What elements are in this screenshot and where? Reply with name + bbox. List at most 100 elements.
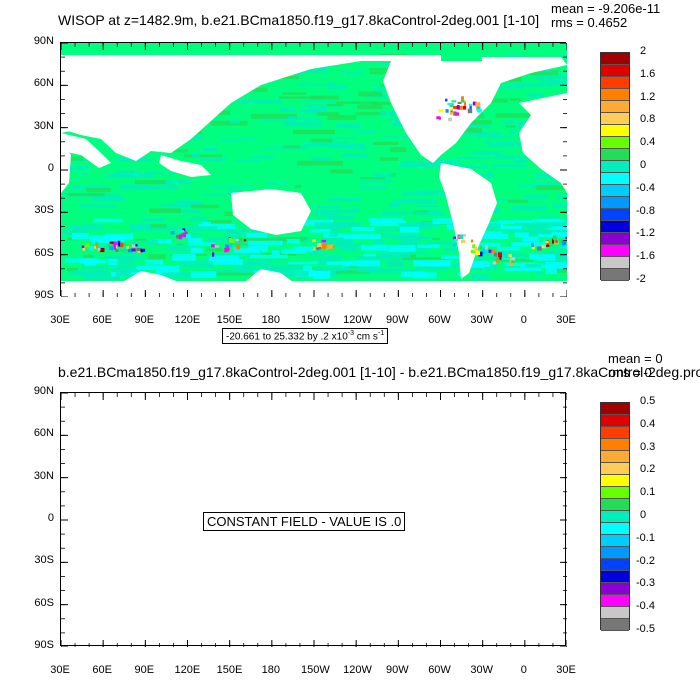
ocean-speckle <box>456 164 488 169</box>
ocean-speckle <box>259 262 271 266</box>
lat-tick-label: 90S <box>34 639 54 651</box>
lat-tick-label: 30N <box>33 469 54 482</box>
ocean-speckle <box>340 222 353 228</box>
ocean-speckle <box>510 242 548 247</box>
ocean-speckle <box>293 68 328 73</box>
lon-tick-label: 0 <box>520 314 527 326</box>
anomaly-cell <box>467 108 473 114</box>
ocean-speckle <box>130 224 151 231</box>
anomaly-cell <box>215 245 220 251</box>
anomaly-cell <box>128 248 133 253</box>
ocean-speckle <box>327 85 347 90</box>
colorbar-swatch <box>601 451 629 463</box>
ocean-speckle <box>392 198 426 203</box>
ocean-speckle <box>417 205 441 208</box>
anomaly-cell <box>462 105 467 110</box>
ocean-speckle <box>536 254 556 261</box>
range-exp: -3 <box>347 330 354 337</box>
ocean-speckle <box>247 258 289 263</box>
lon-tick-label: 60W <box>428 314 451 326</box>
ocean-speckle <box>477 242 501 247</box>
anomaly-cell <box>499 256 502 260</box>
ocean-speckle <box>377 62 391 65</box>
colorbar-swatch <box>601 439 629 451</box>
anomaly-cell <box>561 240 567 246</box>
lat-tick-label: 30N <box>33 119 54 132</box>
ocean-speckle <box>262 265 276 271</box>
anomaly-cell <box>453 105 458 109</box>
ocean-speckle <box>247 240 283 246</box>
ocean-speckle <box>67 267 79 272</box>
anomaly-cell <box>176 234 180 239</box>
anomaly-cell <box>316 247 320 250</box>
ocean-speckle <box>388 203 401 208</box>
ocean-speckle <box>529 70 559 76</box>
lon-tick-label: 30E <box>50 664 70 676</box>
colorbar-label: -0.2 <box>636 554 655 567</box>
ocean-speckle <box>115 271 132 277</box>
anomaly-cell <box>182 228 186 232</box>
ocean-speckle <box>502 120 528 125</box>
ocean-speckle <box>176 200 201 205</box>
anomaly-cell <box>214 245 220 248</box>
lon-tick-label: 150W <box>301 664 330 676</box>
ocean-speckle <box>314 266 349 272</box>
ocean-speckle <box>456 127 483 133</box>
ocean-speckle <box>333 242 364 248</box>
ocean-speckle <box>358 91 383 97</box>
lat-tick-label: 60S <box>34 246 54 259</box>
ocean-speckle <box>287 115 297 121</box>
ocean-speckle <box>202 146 218 151</box>
ocean-speckle <box>482 141 520 144</box>
anomaly-cell <box>211 244 215 248</box>
ocean-speckle <box>379 157 399 161</box>
anomaly-cell <box>450 109 453 114</box>
colorbar-swatch <box>601 487 629 499</box>
land-mass <box>231 189 311 235</box>
colorbar-swatch <box>601 89 629 101</box>
colorbar-swatch <box>601 463 629 475</box>
ocean-speckle <box>317 258 331 265</box>
anomaly-cell <box>510 257 516 262</box>
colorbar-label: 0.4 <box>640 136 656 149</box>
ocean-speckle <box>335 123 361 129</box>
ocean-speckle <box>208 255 240 262</box>
colorbar-label: 0.3 <box>640 440 656 453</box>
colorbar-label: -0.5 <box>636 623 655 635</box>
ocean-speckle <box>83 275 121 280</box>
lat-tick-label: 90N <box>33 385 54 397</box>
ocean-speckle <box>250 113 297 119</box>
ocean-speckle <box>82 265 109 269</box>
anomaly-cell <box>468 103 473 107</box>
ocean-speckle <box>432 238 441 241</box>
ocean-speckle <box>365 269 409 273</box>
colorbar-swatch <box>601 619 629 631</box>
ocean-speckle <box>278 96 325 99</box>
ocean-speckle <box>92 238 111 244</box>
anomaly-cell <box>450 108 453 111</box>
ocean-speckle <box>495 113 537 118</box>
lon-tick-label: 60E <box>92 314 112 326</box>
colorbar-swatch <box>601 209 629 221</box>
ocean-speckle <box>210 120 248 126</box>
anomaly-cell <box>186 234 191 238</box>
anomaly-cell <box>140 248 146 252</box>
colorbar-swatch <box>601 547 629 559</box>
ocean-speckle <box>216 272 258 276</box>
ocean-speckle <box>329 145 353 149</box>
ocean-speckle <box>550 251 567 254</box>
ocean-speckle <box>229 120 240 124</box>
anomaly-cell <box>112 241 117 246</box>
colorbar-label: -0.4 <box>636 600 655 613</box>
ocean-speckle <box>112 265 145 272</box>
ocean-speckle <box>505 125 516 128</box>
lon-tick-label: 120W <box>343 664 372 676</box>
anomaly-cell <box>235 238 241 242</box>
ocean-speckle <box>184 154 223 158</box>
ocean-speckle <box>106 255 143 259</box>
ocean-speckle <box>359 180 393 183</box>
ocean-speckle <box>189 217 208 222</box>
bottom-title: b.e21.BCma1850.f19_g17.8kaControl-2deg.0… <box>58 364 700 380</box>
ocean-speckle <box>554 227 567 233</box>
ocean-speckle <box>160 203 204 207</box>
